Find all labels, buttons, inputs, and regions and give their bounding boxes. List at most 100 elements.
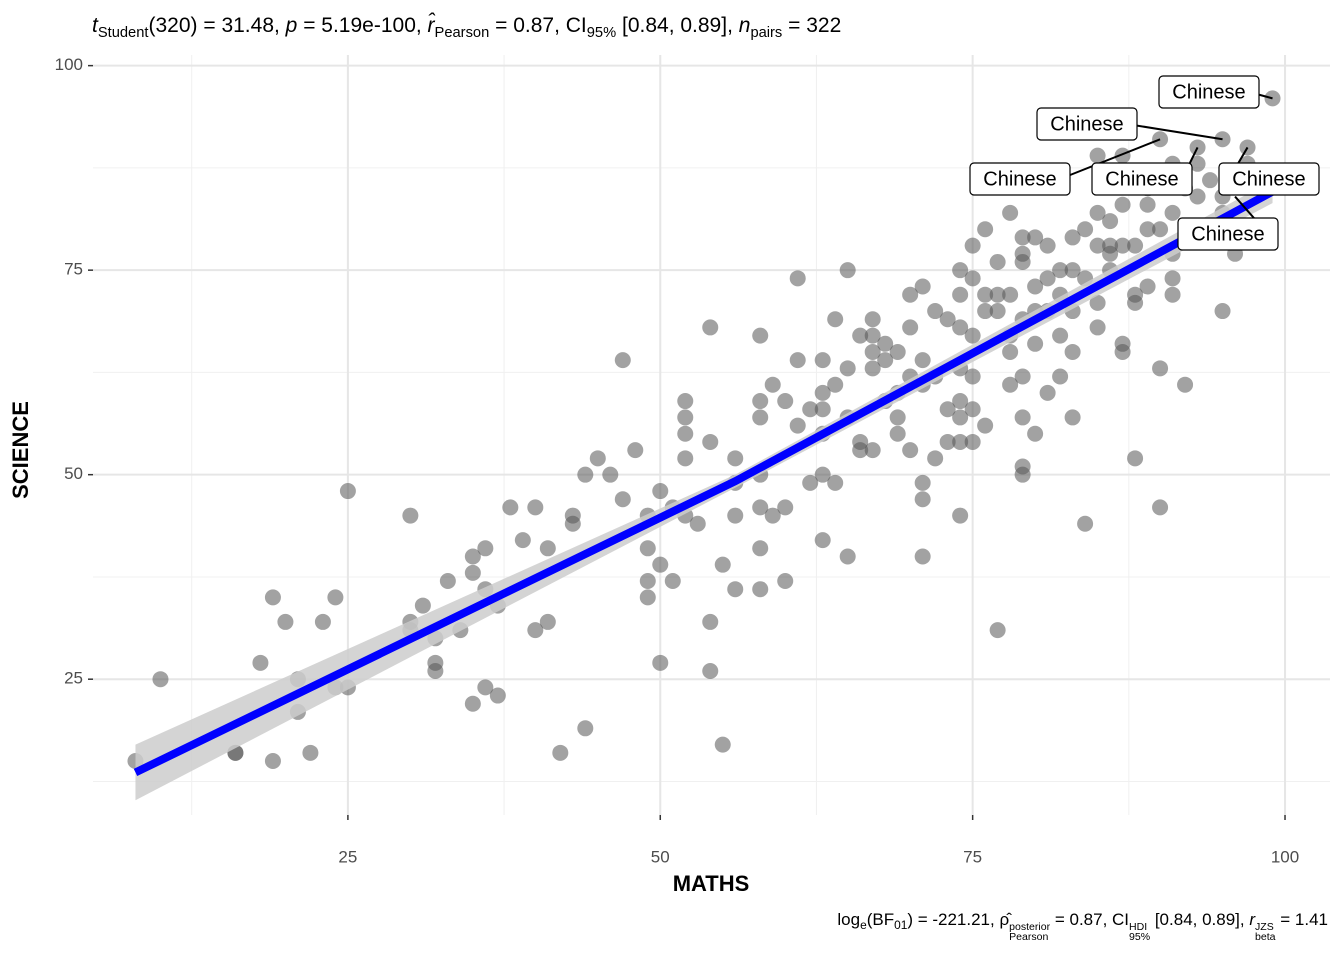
point [952, 286, 969, 303]
point [339, 483, 356, 500]
point [1152, 499, 1169, 516]
label-text: Chinese [1050, 113, 1123, 135]
point [302, 744, 319, 761]
title-part: Student [97, 25, 149, 42]
point [514, 532, 531, 549]
point [1052, 262, 1069, 279]
point [802, 474, 819, 491]
point [952, 507, 969, 524]
point [989, 303, 1006, 320]
point [852, 442, 869, 459]
point [1027, 229, 1044, 246]
point [1064, 229, 1081, 246]
point [702, 319, 719, 336]
point [902, 442, 919, 459]
point [252, 654, 269, 671]
point [527, 622, 544, 639]
point [752, 409, 769, 426]
label-text: Chinese [983, 168, 1056, 190]
point [877, 335, 894, 352]
point [702, 433, 719, 450]
point [964, 327, 981, 344]
title-part: Pearson [434, 25, 490, 42]
point [652, 483, 669, 500]
caption-part: 01 [894, 918, 908, 933]
point [152, 671, 169, 688]
point [1027, 278, 1044, 295]
point [639, 573, 656, 590]
point [789, 352, 806, 369]
point [989, 253, 1006, 270]
point [1202, 172, 1219, 189]
point [639, 589, 656, 606]
point [727, 450, 744, 467]
point [414, 597, 431, 614]
point [1014, 409, 1031, 426]
point [952, 262, 969, 279]
point [752, 499, 769, 516]
y-tick-label: 50 [64, 464, 83, 483]
point [1114, 343, 1131, 360]
point [639, 540, 656, 557]
point [952, 409, 969, 426]
fit-line [133, 188, 1275, 777]
point [1177, 376, 1194, 393]
point [264, 589, 281, 606]
point [1164, 270, 1181, 287]
stacked-script: HDI 95% [1129, 922, 1150, 943]
caption-part: ) = -221.21, ρ̂ [907, 910, 1010, 929]
title-part: t [92, 14, 98, 37]
point [889, 343, 906, 360]
point [1052, 327, 1069, 344]
point [1014, 229, 1031, 246]
point [914, 491, 931, 508]
point [1102, 213, 1119, 230]
point [977, 221, 994, 238]
point [852, 327, 869, 344]
title-part: 95% [586, 25, 617, 42]
point [477, 679, 494, 696]
title-part: r̂ [427, 14, 435, 37]
label-text: Chinese [1172, 81, 1245, 103]
point [839, 548, 856, 565]
point [677, 425, 694, 442]
point [1127, 294, 1144, 311]
label-box [969, 162, 1071, 196]
point [1189, 188, 1206, 205]
point [1039, 237, 1056, 254]
point [964, 237, 981, 254]
point [927, 450, 944, 467]
point [889, 425, 906, 442]
point [1139, 196, 1156, 213]
label-text: Chinese [1105, 168, 1178, 190]
point [764, 376, 781, 393]
point [752, 393, 769, 410]
point [1089, 237, 1106, 254]
point [277, 613, 294, 630]
label-text: Chinese [1232, 168, 1305, 190]
point [664, 573, 681, 590]
point [1139, 221, 1156, 238]
caption-part: HDI [1129, 920, 1148, 933]
caption-part: beta [1255, 931, 1276, 944]
point [752, 327, 769, 344]
point [264, 753, 281, 770]
point [764, 507, 781, 524]
point [927, 303, 944, 320]
point [964, 433, 981, 450]
y-tick-label: 75 [64, 260, 83, 279]
point [964, 368, 981, 385]
point [839, 262, 856, 279]
point [439, 573, 456, 590]
point [789, 270, 806, 287]
point [864, 343, 881, 360]
caption-part: JZS [1255, 920, 1274, 933]
point [1089, 319, 1106, 336]
point [614, 352, 631, 369]
point [464, 564, 481, 581]
point [677, 409, 694, 426]
title-part: [0.84, 0.89], [616, 14, 739, 37]
caption-part: log [837, 910, 861, 929]
point [464, 695, 481, 712]
